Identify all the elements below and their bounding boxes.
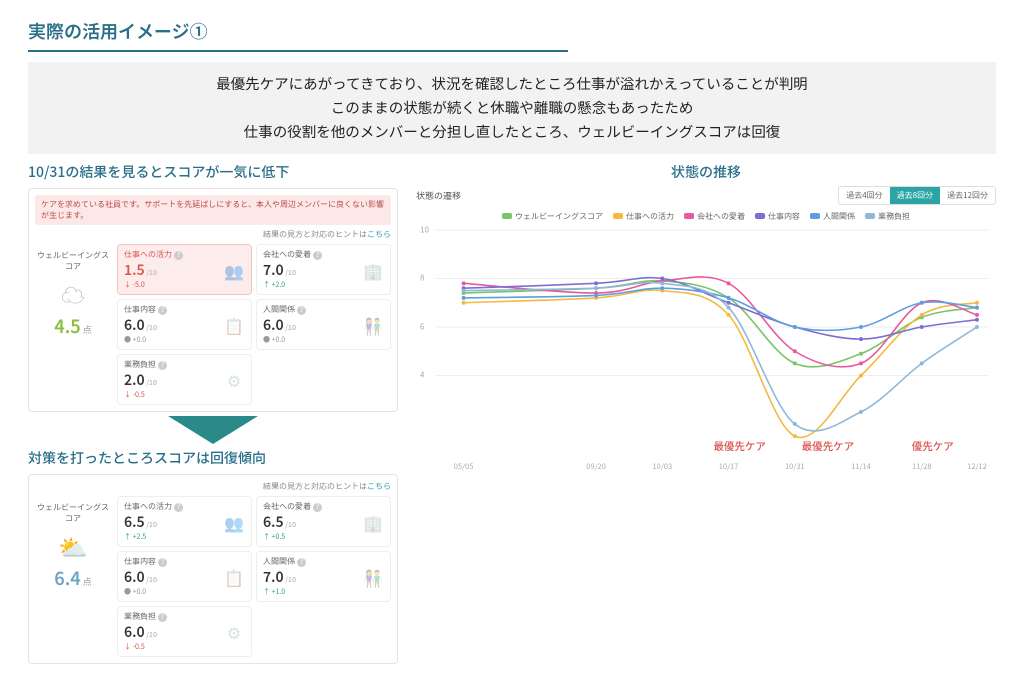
x-axis-label: 09/20 — [586, 461, 606, 472]
hint-link[interactable]: こちら — [367, 481, 391, 492]
title-rule — [28, 50, 568, 52]
weather-icon: ☁ — [35, 276, 111, 311]
care-annotation: 優先ケア — [912, 439, 954, 454]
help-icon[interactable]: ? — [158, 558, 167, 567]
metric-icon: 👫 — [362, 565, 384, 587]
right-title: 状態の推移 — [416, 162, 996, 182]
legend-item: 人間関係 — [810, 211, 855, 222]
metric-card: 会社への愛着? 6.5 /10 ↑ +0.5 🏢 — [256, 496, 391, 547]
care-annotation: 最優先ケア — [802, 439, 855, 454]
metric-icon: 🏢 — [362, 510, 384, 532]
metric-card: 業務負担? 6.0 /10 ↓ -0.5 ⚙ — [117, 606, 252, 657]
metric-card: 会社への愛着? 7.0 /10 ↑ +2.0 🏢 — [256, 244, 391, 295]
metric-icon: 📋 — [223, 565, 245, 587]
segment-option[interactable]: 過去8回分 — [890, 187, 940, 204]
legend-item: ウェルビーイングスコア — [502, 211, 603, 222]
chart-legend: ウェルビーイングスコア仕事への活力会社への愛着仕事内容人間関係業務負担 — [416, 211, 996, 222]
legend-item: 会社への愛着 — [684, 211, 745, 222]
metric-card: 人間関係? 7.0 /10 ↑ +1.0 👫 — [256, 551, 391, 602]
x-axis-label: 12/12 — [967, 461, 987, 472]
metric-icon: 📋 — [223, 313, 245, 335]
score-panel-after: 結果の見方と対応のヒントはこちらウェルビーイングスコア⛅6.4点 仕事への活力?… — [28, 474, 398, 664]
hint-link[interactable]: こちら — [367, 229, 391, 240]
metric-card: 業務負担? 2.0 /10 ↓ -0.5 ⚙ — [117, 354, 252, 405]
help-icon[interactable]: ? — [313, 503, 322, 512]
down-arrow-icon — [28, 416, 398, 446]
y-axis-label: 6 — [420, 321, 424, 332]
left-sub2: 対策を打ったところスコアは回復傾向 — [28, 448, 398, 468]
help-icon[interactable]: ? — [158, 361, 167, 370]
hint-link-row: 結果の見方と対応のヒントはこちら — [35, 229, 391, 240]
wellbeing-score: 4.5 — [54, 313, 80, 339]
description-box: 最優先ケアにあがってきており、状況を確認したところ仕事が溢れかえっていることが判… — [28, 62, 996, 154]
score-panel-before: ケアを求めている社員です。サポートを先延ばしにすると、本人や周辺メンバーに良くな… — [28, 188, 398, 412]
weather-icon: ⛅ — [35, 528, 111, 563]
page-title: 実際の活用イメージ① — [28, 18, 996, 44]
x-axis-label: 10/31 — [785, 461, 805, 472]
wellbeing-score: 6.4 — [54, 565, 80, 591]
x-axis-label: 11/14 — [851, 461, 871, 472]
care-alert: ケアを求めている社員です。サポートを先延ばしにすると、本人や周辺メンバーに良くな… — [35, 195, 391, 225]
chart-subtitle: 状態の遷移 — [416, 189, 461, 202]
segment-option[interactable]: 過去12回分 — [940, 187, 995, 204]
metric-icon: 👥 — [223, 258, 245, 280]
y-axis-label: 8 — [420, 273, 424, 284]
help-icon[interactable]: ? — [297, 558, 306, 567]
metric-card: 人間関係? 6.0 /10 ● +0.0 👫 — [256, 299, 391, 350]
help-icon[interactable]: ? — [158, 306, 167, 315]
metric-card: 仕事内容? 6.0 /10 ● +0.0 📋 — [117, 299, 252, 350]
metric-icon: 👫 — [362, 313, 384, 335]
care-annotation: 最優先ケア — [713, 439, 766, 454]
x-axis-label: 11/28 — [912, 461, 932, 472]
x-axis-label: 05/05 — [454, 461, 474, 472]
x-axis-label: 10/03 — [653, 461, 673, 472]
legend-item: 仕事内容 — [755, 211, 800, 222]
metric-card: 仕事内容? 6.0 /10 ● +0.0 📋 — [117, 551, 252, 602]
range-segments[interactable]: 過去4回分過去8回分過去12回分 — [838, 186, 996, 205]
metric-icon: 👥 — [223, 510, 245, 532]
line-chart: 4 6 8 10 05/05 09/20 10/03 10/17 10/31 11/14 11/28… — [416, 224, 996, 474]
y-axis-label: 10 — [420, 224, 429, 235]
left-sub1: 10/31の結果を見るとスコアが一気に低下 — [28, 162, 398, 182]
metric-icon: ⚙ — [223, 368, 245, 390]
y-axis-label: 4 — [420, 370, 424, 381]
help-icon[interactable]: ? — [313, 251, 322, 260]
help-icon[interactable]: ? — [174, 503, 183, 512]
metric-card: 仕事への活力? 6.5 /10 ↑ +2.5 👥 — [117, 496, 252, 547]
help-icon[interactable]: ? — [174, 251, 183, 260]
hint-link-row: 結果の見方と対応のヒントはこちら — [35, 481, 391, 492]
legend-item: 仕事への活力 — [613, 211, 674, 222]
metric-icon: 🏢 — [362, 258, 384, 280]
metric-icon: ⚙ — [223, 620, 245, 642]
help-icon[interactable]: ? — [297, 306, 306, 315]
segment-option[interactable]: 過去4回分 — [839, 187, 889, 204]
help-icon[interactable]: ? — [158, 613, 167, 622]
legend-item: 業務負担 — [865, 211, 910, 222]
metric-card: 仕事への活力? 1.5 /10 ↓ -5.0 👥 — [117, 244, 252, 295]
x-axis-label: 10/17 — [719, 461, 739, 472]
